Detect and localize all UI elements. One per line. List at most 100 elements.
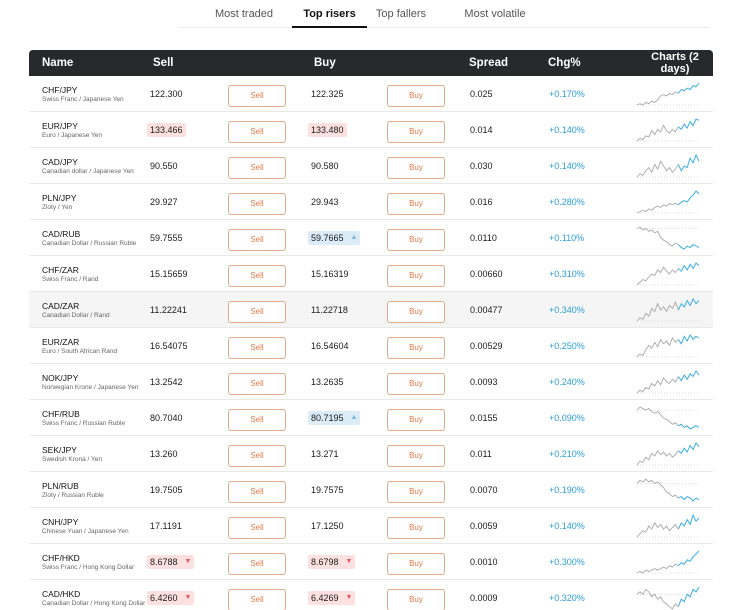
sell-button[interactable]: Sell [228,517,286,539]
sparkline-previous-day [636,376,679,394]
buy-button[interactable]: Buy [387,517,445,539]
sell-price-value: 13.260 [150,449,178,459]
column-header-buy: Buy [314,57,336,69]
tab-most-volatile[interactable]: Most volatile [464,8,526,20]
table-row[interactable]: CAD/HKD Canadian Dollar / Hong Kong Dolla… [29,580,713,610]
table-row[interactable]: NOK/JPY Norwegian Krone / Japanese Yen 13.… [29,364,713,400]
buy-button[interactable]: Buy [387,589,445,610]
sparkline-chart [636,442,700,466]
sell-button[interactable]: Sell [228,229,286,251]
instrument-name[interactable]: CHF/RUB Swiss Franc / Russian Ruble [42,400,152,436]
sparkline-chart [636,550,700,574]
sell-button[interactable]: Sell [228,553,286,575]
sell-button[interactable]: Sell [228,481,286,503]
sparkline-previous-day [636,336,679,358]
spread-value: 0.030 [470,161,493,171]
sell-price: 16.54075 [147,339,191,353]
instrument-name[interactable]: CAD/RUB Canadian Dollar / Russian Ruble [42,220,152,256]
buy-button[interactable]: Buy [387,445,445,467]
sparkline-current-day [677,334,700,345]
instrument-name[interactable]: PLN/JPY Zloty / Yen [42,184,152,220]
instrument-name[interactable]: CHF/HKD Swiss Franc / Hong Kong Dollar [42,544,152,580]
buy-button[interactable]: Buy [387,553,445,575]
buy-button[interactable]: Buy [387,301,445,323]
column-header-charts-line1: Charts (2 [651,51,699,63]
sell-button[interactable]: Sell [228,373,286,395]
table-body: CHF/JPY Swiss Franc / Japanese Yen 122.300… [29,76,713,610]
change-percent: +0.140% [549,161,585,171]
buy-cell: 16.54604 [308,328,352,364]
sell-button[interactable]: Sell [228,121,286,143]
sell-price-value: 133.466 [150,125,183,135]
sparkline-chart [636,118,700,142]
buy-button[interactable]: Buy [387,265,445,287]
instrument-name[interactable]: CAD/ZAR Canadian Dollar / Rand [42,292,152,328]
table-header: Name Sell Buy Spread Chg% Charts (2 days… [29,50,713,76]
tab-most-traded[interactable]: Most traded [214,8,274,20]
instrument-symbol: CAD/ZAR [42,300,80,311]
instrument-name[interactable]: SEK/JPY Swedish Krona / Yen [42,436,152,472]
table-row[interactable]: EUR/ZAR Euro / South African Rand 16.54075… [29,328,713,364]
buy-button[interactable]: Buy [387,157,445,179]
instrument-name[interactable]: NOK/JPY Norwegian Krone / Japanese Yen [42,364,152,400]
buy-button[interactable]: Buy [387,121,445,143]
instrument-name[interactable]: EUR/ZAR Euro / South African Rand [42,328,152,364]
change-percent: +0.190% [549,485,585,495]
sell-button[interactable]: Sell [228,85,286,107]
sparkline-previous-day [636,202,679,214]
sparkline-previous-day [636,266,679,286]
sell-button[interactable]: Sell [228,193,286,215]
caret-down-icon: ▼ [184,558,192,565]
buy-cell: 6.4269 ▼ [308,580,356,610]
buy-button[interactable]: Buy [387,193,445,215]
instrument-description: Swiss Franc / Russian Ruble [42,419,126,427]
table-row[interactable]: PLN/JPY Zloty / Yen 29.927 Sell 29.943 Buy 0.0… [29,184,713,220]
table-row[interactable]: CHF/RUB Swiss Franc / Russian Ruble 80.704… [29,400,713,436]
buy-button[interactable]: Buy [387,481,445,503]
sparkline-current-day [678,442,700,455]
sell-button[interactable]: Sell [228,301,286,323]
buy-button[interactable]: Buy [387,229,445,251]
table-row[interactable]: PLN/RUB Zloty / Russian Ruble 19.7505 Sell 1… [29,472,713,508]
instrument-name[interactable]: CAD/JPY Canadian dollar / Japanese Yen [42,148,152,184]
sell-button[interactable]: Sell [228,157,286,179]
instrument-name[interactable]: CHF/JPY Swiss Franc / Japanese Yen [42,76,152,112]
sell-button[interactable]: Sell [228,409,286,431]
buy-button[interactable]: Buy [387,85,445,107]
sell-cell: 17.1191 [147,508,185,544]
table-row[interactable]: EUR/JPY Euro / Japanese Yen 133.466 Sell 133… [29,112,713,148]
instrument-symbol: EUR/JPY [42,120,78,131]
buy-price-value: 29.943 [311,197,339,207]
buy-price: 13.2635 [308,375,347,389]
tab-top-risers[interactable]: Top risers [292,0,367,28]
sell-button[interactable]: Sell [228,337,286,359]
buy-button[interactable]: Buy [387,337,445,359]
instrument-name[interactable]: EUR/JPY Euro / Japanese Yen [42,112,152,148]
table-row[interactable]: CNH/JPY Chinese Yuan / Japanese Yen 17.119… [29,508,713,544]
table-row[interactable]: CAD/RUB Canadian Dollar / Russian Ruble 59… [29,220,713,256]
buy-button[interactable]: Buy [387,409,445,431]
table-row[interactable]: CHF/HKD Swiss Franc / Hong Kong Dollar 8.6… [29,544,713,580]
tab-top-fallers[interactable]: Top fallers [375,8,427,20]
sell-button[interactable]: Sell [228,589,286,610]
sparkline-current-day [677,370,700,382]
instrument-name[interactable]: CNH/JPY Chinese Yuan / Japanese Yen [42,508,152,544]
instrument-name[interactable]: CAD/HKD Canadian Dollar / Hong Kong Dolla… [42,580,152,610]
table-row[interactable]: CAD/JPY Canadian dollar / Japanese Yen 90.… [29,148,713,184]
instrument-name[interactable]: PLN/RUB Zloty / Russian Ruble [42,472,152,508]
table-row[interactable]: SEK/JPY Swedish Krona / Yen 13.260 Sell 13.2… [29,436,713,472]
sell-button[interactable]: Sell [228,445,286,467]
instrument-name[interactable]: CHF/ZAR Swiss Franc / Rand [42,256,152,292]
buy-price: 133.480 [308,123,347,137]
table-row[interactable]: CHF/JPY Swiss Franc / Japanese Yen 122.300… [29,76,713,112]
table-row[interactable]: CHF/ZAR Swiss Franc / Rand 15.15659 Sell 15.… [29,256,713,292]
column-header-charts-line2: days) [660,63,690,75]
markets-table: Name Sell Buy Spread Chg% Charts (2 days… [29,50,713,610]
sell-button[interactable]: Sell [228,265,286,287]
table-row[interactable]: CAD/ZAR Canadian Dollar / Rand 11.22241 Sel… [29,292,713,328]
sell-price-value: 19.7505 [150,485,183,495]
sell-price: 8.6788 ▼ [147,555,195,569]
buy-price-value: 59.7665 [311,233,344,243]
sell-price: 11.22241 [147,303,190,317]
buy-button[interactable]: Buy [387,373,445,395]
